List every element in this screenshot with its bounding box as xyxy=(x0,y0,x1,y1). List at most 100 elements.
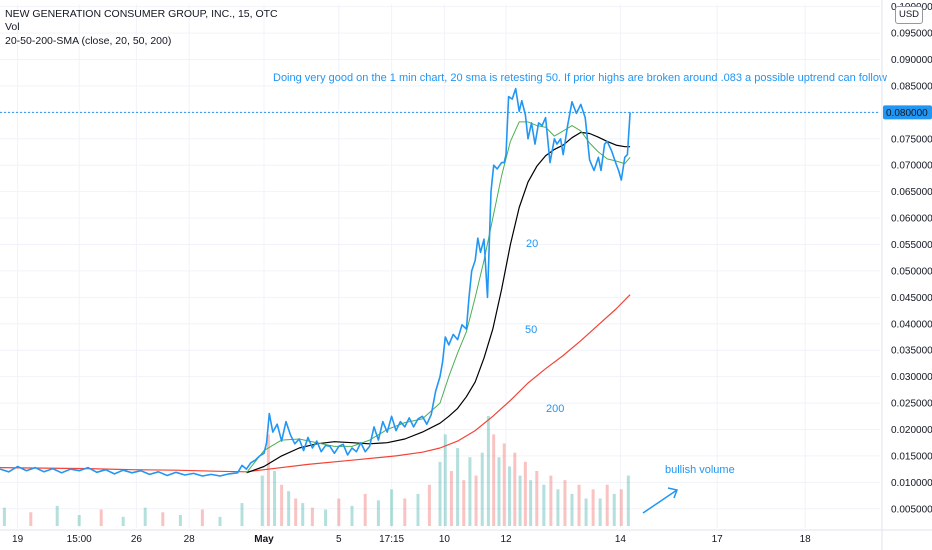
x-tick-label: 26 xyxy=(131,534,143,545)
y-tick-label: 0.090000 xyxy=(891,55,932,66)
volume-bar xyxy=(438,461,442,526)
annotation-layer: Doing very good on the 1 min chart, 20 s… xyxy=(273,72,887,514)
volume-bar xyxy=(55,505,59,526)
volume-bar xyxy=(584,498,588,526)
y-tick-label: 0.025000 xyxy=(891,399,932,410)
volume-bars xyxy=(2,416,630,526)
volume-bar xyxy=(480,452,484,526)
x-tick-label: 17:15 xyxy=(379,534,404,545)
y-tick-label: 0.035000 xyxy=(891,346,932,357)
volume-bar xyxy=(502,443,506,526)
volume-bar xyxy=(591,489,595,526)
volume-bar xyxy=(416,493,420,526)
volume-bar xyxy=(449,471,453,526)
sma50-label: 50 xyxy=(525,324,537,336)
volume-bar xyxy=(273,471,277,526)
y-tick-label: 0.085000 xyxy=(891,81,932,92)
x-tick-label: 28 xyxy=(184,534,196,545)
volume-bar xyxy=(542,484,546,526)
volume-bar xyxy=(605,484,609,526)
volume-bar xyxy=(626,475,630,526)
price-line xyxy=(0,87,631,477)
volume-bar xyxy=(492,434,496,526)
y-tick-label: 0.065000 xyxy=(891,187,932,198)
y-tick-label: 0.005000 xyxy=(891,504,932,515)
y-tick-label: 0.015000 xyxy=(891,451,932,462)
volume-bar xyxy=(218,516,222,526)
volume-bar xyxy=(29,512,33,526)
sma200-label: 200 xyxy=(546,403,564,415)
header-legend: NEW GENERATION CONSUMER GROUP, INC., 15,… xyxy=(5,8,278,47)
volume-legend[interactable]: Vol xyxy=(5,21,20,33)
volume-bar xyxy=(462,480,466,526)
volume-bar xyxy=(294,498,298,526)
last-price-tag: 0.080000 xyxy=(883,105,932,120)
volume-bar xyxy=(310,507,314,526)
x-tick-label: May xyxy=(254,534,274,545)
volume-bar xyxy=(427,484,431,526)
volume-bar xyxy=(161,512,165,526)
volume-bar xyxy=(266,434,270,526)
x-tick-label: 18 xyxy=(800,534,812,545)
volume-bar xyxy=(468,457,472,526)
volume-bar xyxy=(518,475,522,526)
y-tick-label: 0.030000 xyxy=(891,372,932,383)
volume-bar xyxy=(523,461,527,526)
volume-bar xyxy=(474,475,478,526)
x-tick-label: 14 xyxy=(615,534,627,545)
volume-bar xyxy=(99,509,103,526)
y-tick-label: 0.040000 xyxy=(891,319,932,330)
volume-bar xyxy=(363,493,367,526)
last-price-box xyxy=(883,105,932,120)
currency-badge[interactable]: USD xyxy=(895,6,923,24)
volume-bar xyxy=(240,503,244,526)
volume-bar xyxy=(77,515,81,526)
volume-bar xyxy=(508,466,512,526)
sma20-line xyxy=(246,121,631,474)
volume-bar xyxy=(619,489,623,526)
volume-bar xyxy=(376,500,380,526)
y-tick-label: 0.010000 xyxy=(891,478,932,489)
volume-bar xyxy=(497,457,501,526)
volume-bar xyxy=(390,489,394,526)
volume-bar xyxy=(549,475,553,526)
symbol-title[interactable]: NEW GENERATION CONSUMER GROUP, INC., 15,… xyxy=(5,8,278,20)
x-tick-label: 19 xyxy=(12,534,24,545)
last-price-value: 0.080000 xyxy=(886,108,928,119)
y-tick-label: 0.075000 xyxy=(891,134,932,145)
y-tick-label: 0.020000 xyxy=(891,425,932,436)
volume-bar xyxy=(535,471,539,526)
x-tick-label: 12 xyxy=(500,534,512,545)
grid xyxy=(0,4,880,528)
volume-bar xyxy=(612,493,616,526)
time-axis[interactable]: 19 15:00 26 28 May 5 17:15 10 12 14 17 18 xyxy=(0,529,932,545)
volume-bar xyxy=(280,484,284,526)
volume-bar xyxy=(513,452,517,526)
volume-bar xyxy=(456,448,460,526)
y-tick-label: 0.060000 xyxy=(891,214,932,225)
volume-bar xyxy=(570,493,574,526)
volume-bar xyxy=(403,498,407,526)
price-axis[interactable]: 0.005000 0.010000 0.015000 0.020000 0.025000… xyxy=(881,0,932,550)
annotation-note: Doing very good on the 1 min chart, 20 s… xyxy=(273,72,887,84)
volume-bar xyxy=(324,509,328,526)
x-tick-label: 15:00 xyxy=(67,534,92,545)
y-tick-label: 0.045000 xyxy=(891,293,932,304)
volume-bar xyxy=(301,503,305,526)
x-tick-label: 5 xyxy=(336,534,342,545)
y-tick-label: 0.095000 xyxy=(891,29,932,40)
sma50-line xyxy=(246,131,631,474)
volume-bar xyxy=(143,507,147,526)
arrow-icon xyxy=(642,487,679,514)
series-lines xyxy=(0,87,631,477)
x-tick-label: 17 xyxy=(712,534,724,545)
sma20-label: 20 xyxy=(526,238,538,250)
volume-note: bullish volume xyxy=(665,464,735,476)
indicator-legend[interactable]: 20-50-200-SMA (close, 20, 50, 200) xyxy=(5,35,171,47)
volume-bar xyxy=(598,498,602,526)
volume-bar xyxy=(350,505,354,526)
volume-bar xyxy=(529,480,533,526)
x-tick-label: 10 xyxy=(439,534,451,545)
volume-bar xyxy=(337,498,341,526)
